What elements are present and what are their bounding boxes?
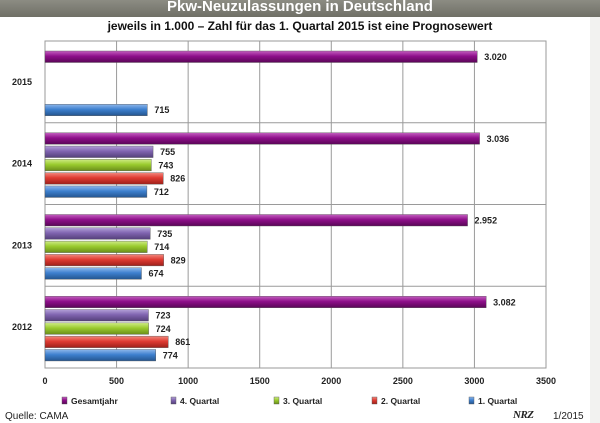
data-label: 3.036 bbox=[487, 134, 510, 144]
bar-2014-s1 bbox=[44, 145, 154, 158]
x-tick-label: 2000 bbox=[321, 376, 341, 386]
bar-2015-s0 bbox=[44, 50, 478, 63]
data-label: 774 bbox=[163, 350, 178, 360]
bar-2012-s2 bbox=[44, 322, 149, 335]
x-tick-label: 0 bbox=[42, 376, 47, 386]
bar-2013-s4 bbox=[44, 267, 142, 280]
data-label: 829 bbox=[171, 255, 186, 265]
data-label: 714 bbox=[154, 242, 169, 252]
bar-2013-s1 bbox=[44, 227, 151, 240]
data-label: 712 bbox=[154, 187, 169, 197]
bar-2014-s2 bbox=[44, 159, 152, 172]
bar-2014-s4 bbox=[44, 185, 148, 198]
data-label: 3.082 bbox=[493, 297, 516, 307]
x-tick-label: 3000 bbox=[464, 376, 484, 386]
x-tick-label: 1500 bbox=[250, 376, 270, 386]
chart-title: Pkw-Neuzulassungen in Deutschland bbox=[167, 0, 433, 15]
bar-2013-s2 bbox=[44, 240, 148, 253]
data-label: 674 bbox=[148, 269, 163, 279]
data-label: 2.952 bbox=[475, 216, 498, 226]
bar-2015-s4 bbox=[44, 103, 148, 116]
x-tick-label: 3500 bbox=[536, 376, 556, 386]
data-label: 755 bbox=[160, 147, 175, 157]
bar-2012-s3 bbox=[44, 335, 169, 348]
legend-item: 3. Quartal bbox=[283, 396, 322, 406]
data-label: 724 bbox=[156, 324, 171, 334]
legend-item: 2. Quartal bbox=[381, 396, 420, 406]
page-frame bbox=[590, 17, 600, 423]
data-label: 715 bbox=[154, 105, 169, 115]
bar-2014-s0 bbox=[44, 132, 480, 145]
legend-item: 4. Quartal bbox=[180, 396, 219, 406]
title-band bbox=[0, 0, 600, 17]
category-label: 2012 bbox=[12, 322, 32, 332]
category-label: 2014 bbox=[12, 159, 32, 169]
x-tick-label: 1000 bbox=[178, 376, 198, 386]
x-tick-label: 2500 bbox=[393, 376, 413, 386]
data-label: 743 bbox=[158, 160, 173, 170]
legend-swatch bbox=[273, 396, 280, 405]
bar-2013-s3 bbox=[44, 254, 164, 267]
data-label: 3.020 bbox=[484, 52, 507, 62]
legend-swatch bbox=[371, 396, 378, 405]
legend-item: 1. Quartal bbox=[478, 396, 517, 406]
legend-item: Gesamtjahr bbox=[71, 396, 118, 406]
data-label: 735 bbox=[157, 229, 172, 239]
chart-subtitle: jeweils in 1.000 – Zahl für das 1. Quart… bbox=[107, 19, 493, 33]
data-label: 861 bbox=[175, 337, 190, 347]
bar-2012-s0 bbox=[44, 296, 487, 308]
legend-swatch bbox=[61, 396, 68, 405]
bar-2012-s4 bbox=[44, 349, 156, 362]
category-label: 2015 bbox=[12, 77, 32, 87]
data-label: 723 bbox=[155, 311, 170, 321]
x-tick-label: 500 bbox=[109, 376, 124, 386]
data-label: 826 bbox=[170, 174, 185, 184]
brand-logo: NRZ bbox=[513, 409, 534, 421]
edition-date: 1/2015 bbox=[553, 411, 584, 422]
legend-swatch bbox=[468, 396, 475, 405]
source-note: Quelle: CAMA bbox=[5, 411, 69, 422]
category-label: 2013 bbox=[12, 240, 32, 250]
legend-swatch bbox=[170, 396, 177, 405]
bar-2012-s1 bbox=[44, 309, 149, 322]
bar-2014-s3 bbox=[44, 172, 164, 185]
bar-2013-s0 bbox=[44, 214, 468, 227]
